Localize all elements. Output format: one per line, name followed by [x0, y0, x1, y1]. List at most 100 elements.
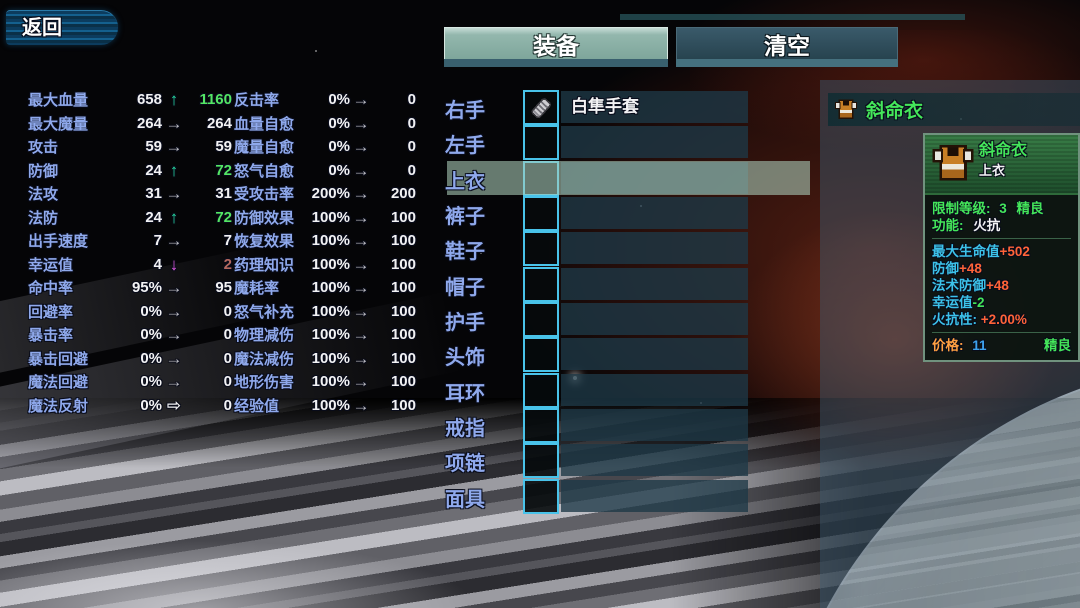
arrow-right-icon: →	[165, 278, 183, 298]
stat-label: 反击率	[234, 92, 280, 110]
slot-row[interactable]: 项链	[445, 443, 815, 479]
arrow-right_hollow-icon: ⇨	[166, 395, 182, 415]
stat-row: 法防 24 ↑ 72 防御效果 100% → 100	[28, 206, 420, 230]
arrow-right-icon: →	[352, 278, 370, 298]
stat-value-after: 100	[390, 279, 416, 297]
function-label: 功能:	[932, 218, 964, 233]
stat-value-after: 7	[223, 232, 232, 250]
arrow-right-icon: →	[352, 160, 370, 180]
stat-row: 暴击率 0% → 0 物理减伤 100% → 100	[28, 323, 420, 347]
slot-item-bar[interactable]	[561, 302, 748, 335]
slot-row[interactable]: 左手	[445, 125, 815, 161]
arrow-right-icon: →	[165, 372, 183, 392]
slot-item-bar[interactable]	[561, 161, 748, 194]
stat-value-after: 0	[407, 138, 416, 156]
stat-row: 攻击 59 → 59 魔量自愈 0% → 0	[28, 135, 420, 159]
tab-equip-label: 装备	[444, 27, 668, 59]
slot-item-bar[interactable]: 白隼手套	[561, 91, 748, 123]
stat-value-after: 72	[215, 161, 232, 179]
stat-label: 暴击率	[28, 327, 74, 345]
slot-item-bar[interactable]	[561, 338, 748, 371]
limit-value: 3	[999, 201, 1007, 216]
stat-value-before: 100%	[311, 279, 350, 297]
tooltip-stat-value: +2.00%	[980, 312, 1027, 327]
stat-label: 魔法减伤	[234, 350, 295, 368]
stat-label: 回避率	[28, 303, 74, 321]
stat-value-after: 0	[223, 373, 232, 391]
stat-label: 出手速度	[28, 233, 89, 251]
limit-quality: 精良	[1016, 201, 1044, 216]
stat-value-before: 0%	[328, 138, 350, 156]
slot-item-bar[interactable]	[561, 267, 748, 300]
tooltip-stat-line: 法术防御+48	[932, 277, 1071, 294]
slot-row[interactable]: 戒指	[445, 407, 815, 443]
slot-row[interactable]: 耳环	[445, 372, 815, 408]
tooltip-item-name: 斜命衣	[979, 142, 1028, 159]
armor-icon-slot	[931, 142, 975, 186]
slot-row[interactable]: 鞋子	[445, 231, 815, 267]
tooltip-header: 斜命衣 上衣	[925, 135, 1078, 195]
slot-row[interactable]: 上衣	[445, 160, 815, 196]
slot-icon-box[interactable]	[523, 443, 559, 479]
slot-icon-box[interactable]	[523, 266, 559, 302]
tab-clear-label: 清空	[676, 27, 898, 59]
slot-icon-box[interactable]	[523, 407, 559, 443]
item-list-entry[interactable]: 斜命衣	[828, 93, 1080, 126]
stat-value-after: 100	[390, 232, 416, 250]
slot-icon-box[interactable]	[523, 231, 559, 267]
slot-icon-box[interactable]	[523, 478, 559, 514]
stat-value-before: 24	[145, 208, 162, 226]
tab-equip[interactable]: 装备	[444, 27, 668, 67]
slot-row[interactable]: 右手 白隼手套	[445, 90, 815, 125]
arrow-right-icon: →	[165, 113, 183, 133]
slot-row[interactable]: 帽子	[445, 266, 815, 302]
slot-item-bar[interactable]	[561, 196, 748, 229]
slot-label: 右手	[445, 100, 485, 122]
slot-icon-box[interactable]	[523, 372, 559, 408]
stat-value-after: 95	[215, 279, 232, 297]
slot-item-bar[interactable]	[561, 444, 748, 477]
slot-item-bar[interactable]	[561, 479, 748, 512]
slot-row[interactable]: 面具	[445, 478, 815, 514]
slot-icon-box[interactable]	[523, 90, 559, 125]
stat-value-before: 100%	[311, 302, 350, 320]
slot-icon-box[interactable]	[523, 195, 559, 231]
ring-glow	[0, 540, 480, 608]
stat-row: 法攻 31 → 31 受攻击率 200% → 200	[28, 182, 420, 206]
slot-row[interactable]: 裤子	[445, 195, 815, 231]
back-button[interactable]: 返回	[6, 10, 118, 45]
slot-label: 面具	[445, 488, 485, 511]
arrow-right-icon: →	[352, 325, 370, 345]
item-tooltip: 斜命衣 上衣 限制等级: 3 精良 功能: 火抗 最大生命值+502 防御+48 法…	[923, 133, 1080, 362]
arrow-right-icon: →	[352, 113, 370, 133]
stat-value-before: 658	[136, 91, 162, 109]
arrow-down-icon: ↓	[169, 254, 179, 274]
slot-item-bar[interactable]	[561, 408, 748, 441]
slot-icon-box[interactable]	[523, 125, 559, 161]
stat-value-before: 100%	[311, 255, 350, 273]
slot-icon-box[interactable]	[523, 337, 559, 373]
stat-value-before: 95%	[131, 279, 162, 297]
stat-value-after: 100	[390, 302, 416, 320]
stat-label: 防御效果	[234, 209, 295, 227]
tab-equip-underline	[444, 59, 668, 67]
top-decor-strip	[620, 14, 965, 20]
slot-item-bar[interactable]	[561, 126, 748, 159]
slot-item-bar[interactable]	[561, 232, 748, 265]
tooltip-stat-label: 法术防御	[932, 278, 986, 293]
slot-item-bar[interactable]	[561, 373, 748, 406]
stat-label: 魔耗率	[234, 280, 280, 298]
slot-icon-box[interactable]	[523, 301, 559, 337]
slot-row[interactable]: 头饰	[445, 337, 815, 373]
slot-icon-box[interactable]	[523, 160, 559, 196]
stat-value-before: 24	[145, 161, 162, 179]
tab-clear[interactable]: 清空	[676, 27, 898, 67]
stat-value-after: 0	[223, 302, 232, 320]
item-list-entry-name: 斜命衣	[866, 101, 924, 122]
star	[480, 252, 482, 254]
tooltip-stat-value: -2	[972, 295, 985, 310]
slot-row[interactable]: 护手	[445, 301, 815, 337]
stat-value-after: 0	[223, 326, 232, 344]
stat-value-before: 0%	[140, 302, 162, 320]
stat-value-before: 100%	[311, 396, 350, 414]
